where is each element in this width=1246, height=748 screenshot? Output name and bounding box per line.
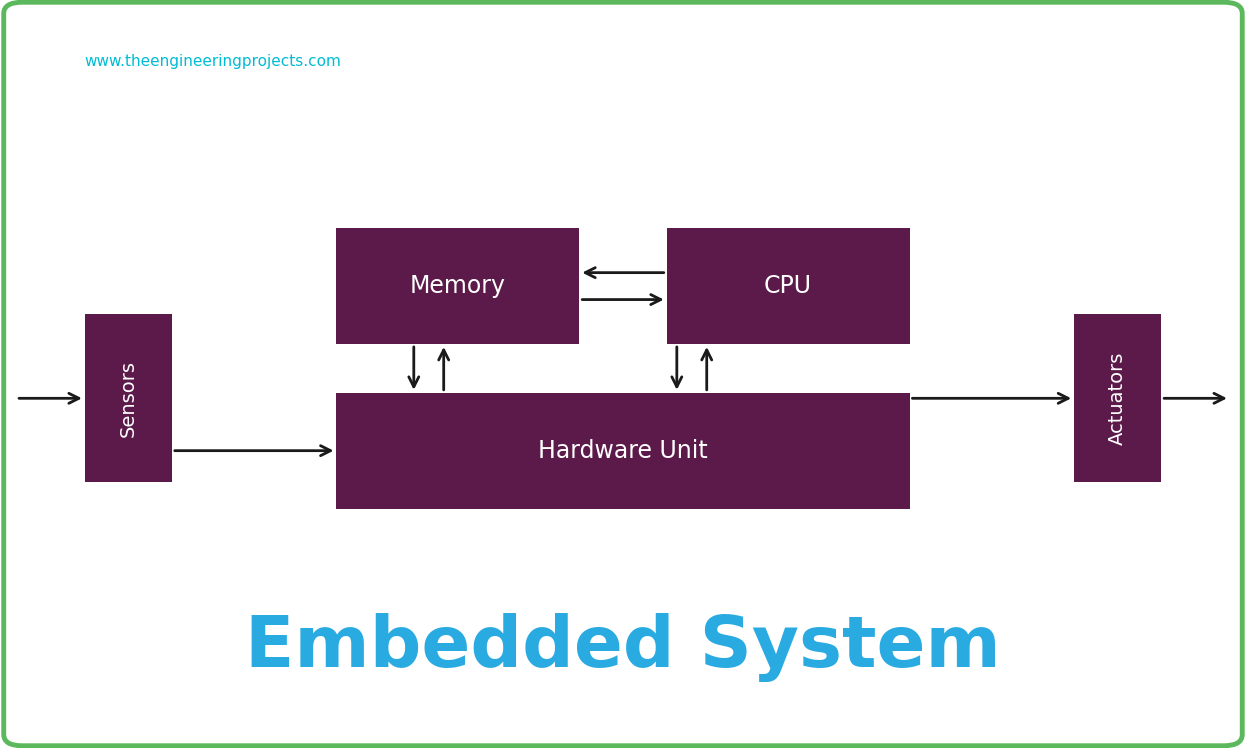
Bar bbox=[85, 314, 172, 482]
Text: Hardware Unit: Hardware Unit bbox=[538, 438, 708, 463]
Bar bbox=[336, 393, 910, 509]
Text: Sensors: Sensors bbox=[118, 360, 138, 437]
Bar bbox=[1074, 314, 1161, 482]
Text: Embedded System: Embedded System bbox=[245, 613, 1001, 681]
Text: CPU: CPU bbox=[764, 274, 812, 298]
Text: Memory: Memory bbox=[410, 274, 506, 298]
Bar bbox=[667, 228, 910, 344]
Text: www.theengineeringprojects.com: www.theengineeringprojects.com bbox=[85, 54, 341, 69]
FancyBboxPatch shape bbox=[4, 2, 1242, 746]
Bar bbox=[336, 228, 579, 344]
Text: Actuators: Actuators bbox=[1108, 352, 1128, 445]
